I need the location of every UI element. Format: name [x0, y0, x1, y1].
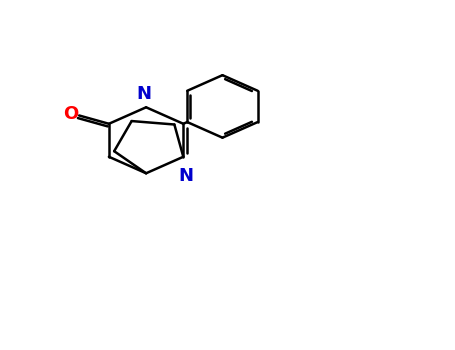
Text: O: O — [63, 105, 79, 123]
Text: N: N — [178, 167, 193, 185]
Text: N: N — [136, 85, 152, 103]
